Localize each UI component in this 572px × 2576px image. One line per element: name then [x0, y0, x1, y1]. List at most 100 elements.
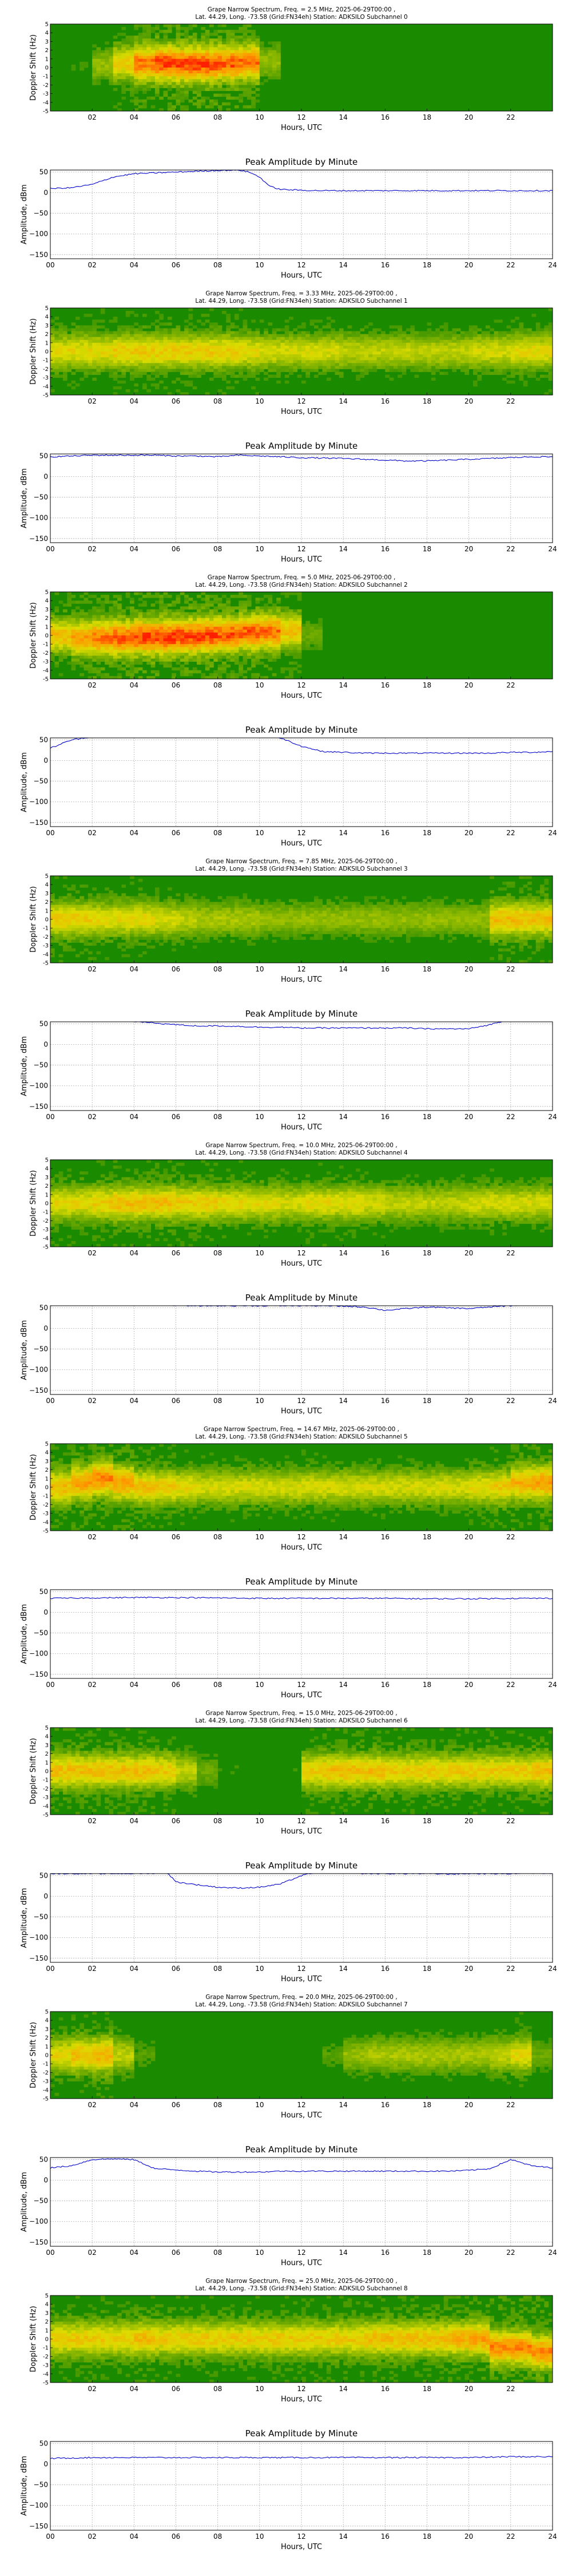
spectrogram-cell [243, 612, 248, 615]
spectrogram-cell [510, 372, 515, 375]
spectrogram-cell [239, 354, 243, 358]
spectrogram-cell [431, 351, 436, 355]
spectrogram-cell [134, 44, 139, 48]
spectrogram-cell [376, 360, 382, 364]
spectrogram-cell [284, 638, 289, 642]
spectrogram-cell [167, 603, 172, 607]
spectrogram-cell [146, 68, 151, 71]
spectrogram-cell [259, 655, 264, 659]
spectrogram-cell [188, 615, 193, 618]
spectrogram-cell [142, 30, 147, 33]
spectrogram-cell [121, 339, 126, 343]
spectrogram-cell [134, 73, 139, 77]
spectrogram-cell [289, 354, 293, 358]
spectrogram-cell [96, 919, 101, 923]
spectrogram-cell [251, 641, 256, 645]
spectrogram-cell [50, 357, 55, 361]
spectrogram-cell [188, 635, 193, 639]
spectrogram-cell [209, 360, 214, 364]
spectrogram-cell [255, 44, 260, 48]
spectrogram-cell [105, 47, 109, 50]
spectrogram-cell [192, 653, 197, 656]
spectrogram-cell [138, 629, 143, 633]
spectrogram-cell [410, 348, 415, 352]
spectrogram-cell [180, 58, 185, 62]
spectrogram-cell [239, 53, 243, 57]
spectrogram-cell [477, 357, 482, 361]
spectrogram-cell [209, 664, 214, 668]
spectrogram-cell [100, 632, 105, 636]
spectrogram-cell [71, 322, 76, 326]
spectrogram-cell [150, 360, 156, 364]
spectrogram-cell [318, 342, 323, 346]
spectrogram-cell [138, 658, 143, 662]
spectrogram-cell [92, 910, 97, 914]
spectrogram-cell [464, 360, 470, 364]
spectrogram-cell [159, 331, 164, 334]
spectrogram-cell [88, 893, 93, 896]
spectrogram-cell [121, 331, 126, 334]
spectrogram-cell [109, 47, 114, 50]
spectrogram-cell [284, 675, 289, 679]
spectrogram-cell [150, 53, 156, 57]
spectrogram-cell [67, 366, 72, 369]
spectrogram-cell [50, 653, 55, 656]
spectrogram-cell [205, 82, 210, 85]
spectrogram-cell [188, 70, 193, 74]
spectrogram-cell [159, 50, 164, 54]
spectrogram-cell [150, 56, 156, 60]
spectrogram-cell [197, 41, 201, 45]
spectrogram-cell [213, 38, 219, 42]
spectrogram-cell [109, 618, 114, 622]
spectrogram-cell [376, 328, 382, 331]
spectrogram-cell [88, 615, 93, 618]
spectrogram-cell [113, 345, 118, 349]
spectrogram-cell [293, 650, 298, 653]
spectrogram-cell [92, 904, 97, 908]
spectrogram-cell [506, 325, 511, 329]
spectrogram-cell [146, 609, 151, 613]
spectrogram-cell [184, 56, 189, 60]
spectrogram-cell [247, 64, 252, 68]
spectrogram-cell [209, 644, 214, 647]
spectrogram-cell [75, 919, 80, 923]
spectrogram-cell [255, 609, 260, 613]
spectrogram-cell [125, 79, 130, 82]
spectrogram-cell [510, 348, 515, 352]
spectrogram-cell [50, 369, 55, 372]
spectrogram-cell [192, 351, 197, 355]
spectrogram-cell [234, 612, 239, 615]
spectrogram-cell [510, 366, 515, 369]
spectrogram-cell [192, 386, 197, 390]
spectrogram-cell [205, 635, 210, 639]
spectrogram-cell [217, 612, 223, 615]
spectrogram-cell [130, 655, 134, 659]
spectrogram-cell [414, 337, 419, 341]
spectrogram-cell [339, 342, 344, 346]
spectrogram-cell [305, 372, 311, 375]
spectrogram-cell [96, 644, 101, 647]
spectrogram-cell [284, 319, 289, 323]
spectrogram-cell [92, 902, 97, 906]
spectrogram-cell [184, 655, 189, 659]
spectrogram-cell [54, 638, 59, 642]
spectrogram-cell [150, 68, 156, 71]
spectrogram-cell [54, 899, 59, 902]
spectrogram-cell [92, 957, 97, 961]
spectrogram-cell [62, 647, 67, 650]
spectrogram-cell [163, 635, 168, 639]
spectrogram-cell [192, 44, 197, 48]
spectrogram-cell [439, 366, 444, 369]
spectrogram-cell [92, 369, 97, 372]
spectrogram-cell [309, 369, 315, 372]
spectrogram-cell [221, 70, 227, 74]
spectrogram-cell [335, 363, 340, 366]
spectrogram-cell [268, 650, 273, 653]
spectrogram-cell [239, 369, 243, 372]
spectrogram-cell [276, 337, 281, 341]
spectrogram-cell [62, 937, 67, 940]
spectrogram-cell [305, 360, 311, 364]
spectrogram-cell [456, 351, 461, 355]
spectrogram-cell [217, 360, 223, 364]
spectrogram-cell [180, 337, 185, 341]
